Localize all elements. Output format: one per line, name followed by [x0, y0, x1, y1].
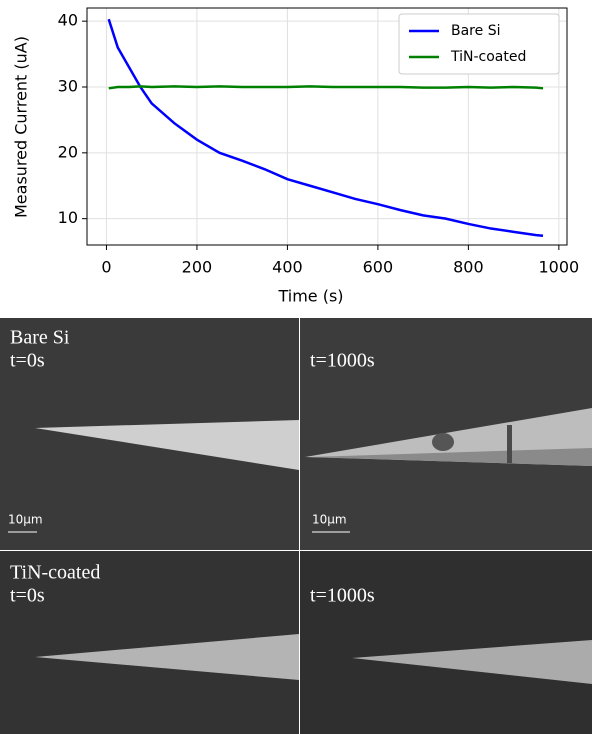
panel-time: t=1000s: [310, 585, 375, 607]
y-tick-label: 40: [58, 11, 78, 30]
data-line: [108, 85, 544, 90]
sem-images: Bare Si t=0s 10μm t=1000s 10μm TiN-coate…: [0, 318, 592, 734]
x-tick-label: 0: [101, 258, 111, 277]
x-tick-label: 200: [182, 258, 213, 277]
x-axis-label: Time (s): [277, 287, 343, 306]
needle-edge: [310, 448, 592, 466]
panel-title: Bare Si: [10, 327, 70, 349]
crack: [507, 425, 512, 463]
needle: [352, 640, 592, 684]
x-tick-label: 800: [453, 258, 484, 277]
pit: [432, 433, 454, 451]
y-tick-label: 30: [58, 77, 78, 96]
x-tick-label: 400: [272, 258, 303, 277]
scale-label: 10μm: [8, 513, 43, 527]
sem-panel: [300, 551, 592, 734]
y-axis-label: Measured Current (uA): [12, 36, 31, 218]
needle: [35, 634, 299, 680]
panel-time: t=0s: [10, 585, 45, 607]
y-tick-label: 10: [58, 208, 78, 227]
x-tick-label: 1000: [538, 258, 579, 277]
scale-label: 10μm: [312, 513, 347, 527]
legend-label: Bare Si: [451, 23, 500, 39]
panel-title: TiN-coated: [10, 562, 100, 584]
legend-box: [398, 13, 560, 75]
x-tick-label: 600: [363, 258, 394, 277]
plot-frame: [86, 7, 568, 246]
panel-time: t=1000s: [310, 350, 375, 372]
legend-label: TiN-coated: [450, 49, 526, 65]
y-tick-label: 20: [58, 142, 78, 161]
needle: [35, 420, 299, 470]
panel-time: t=0s: [10, 350, 45, 372]
data-line: [107, 18, 544, 238]
